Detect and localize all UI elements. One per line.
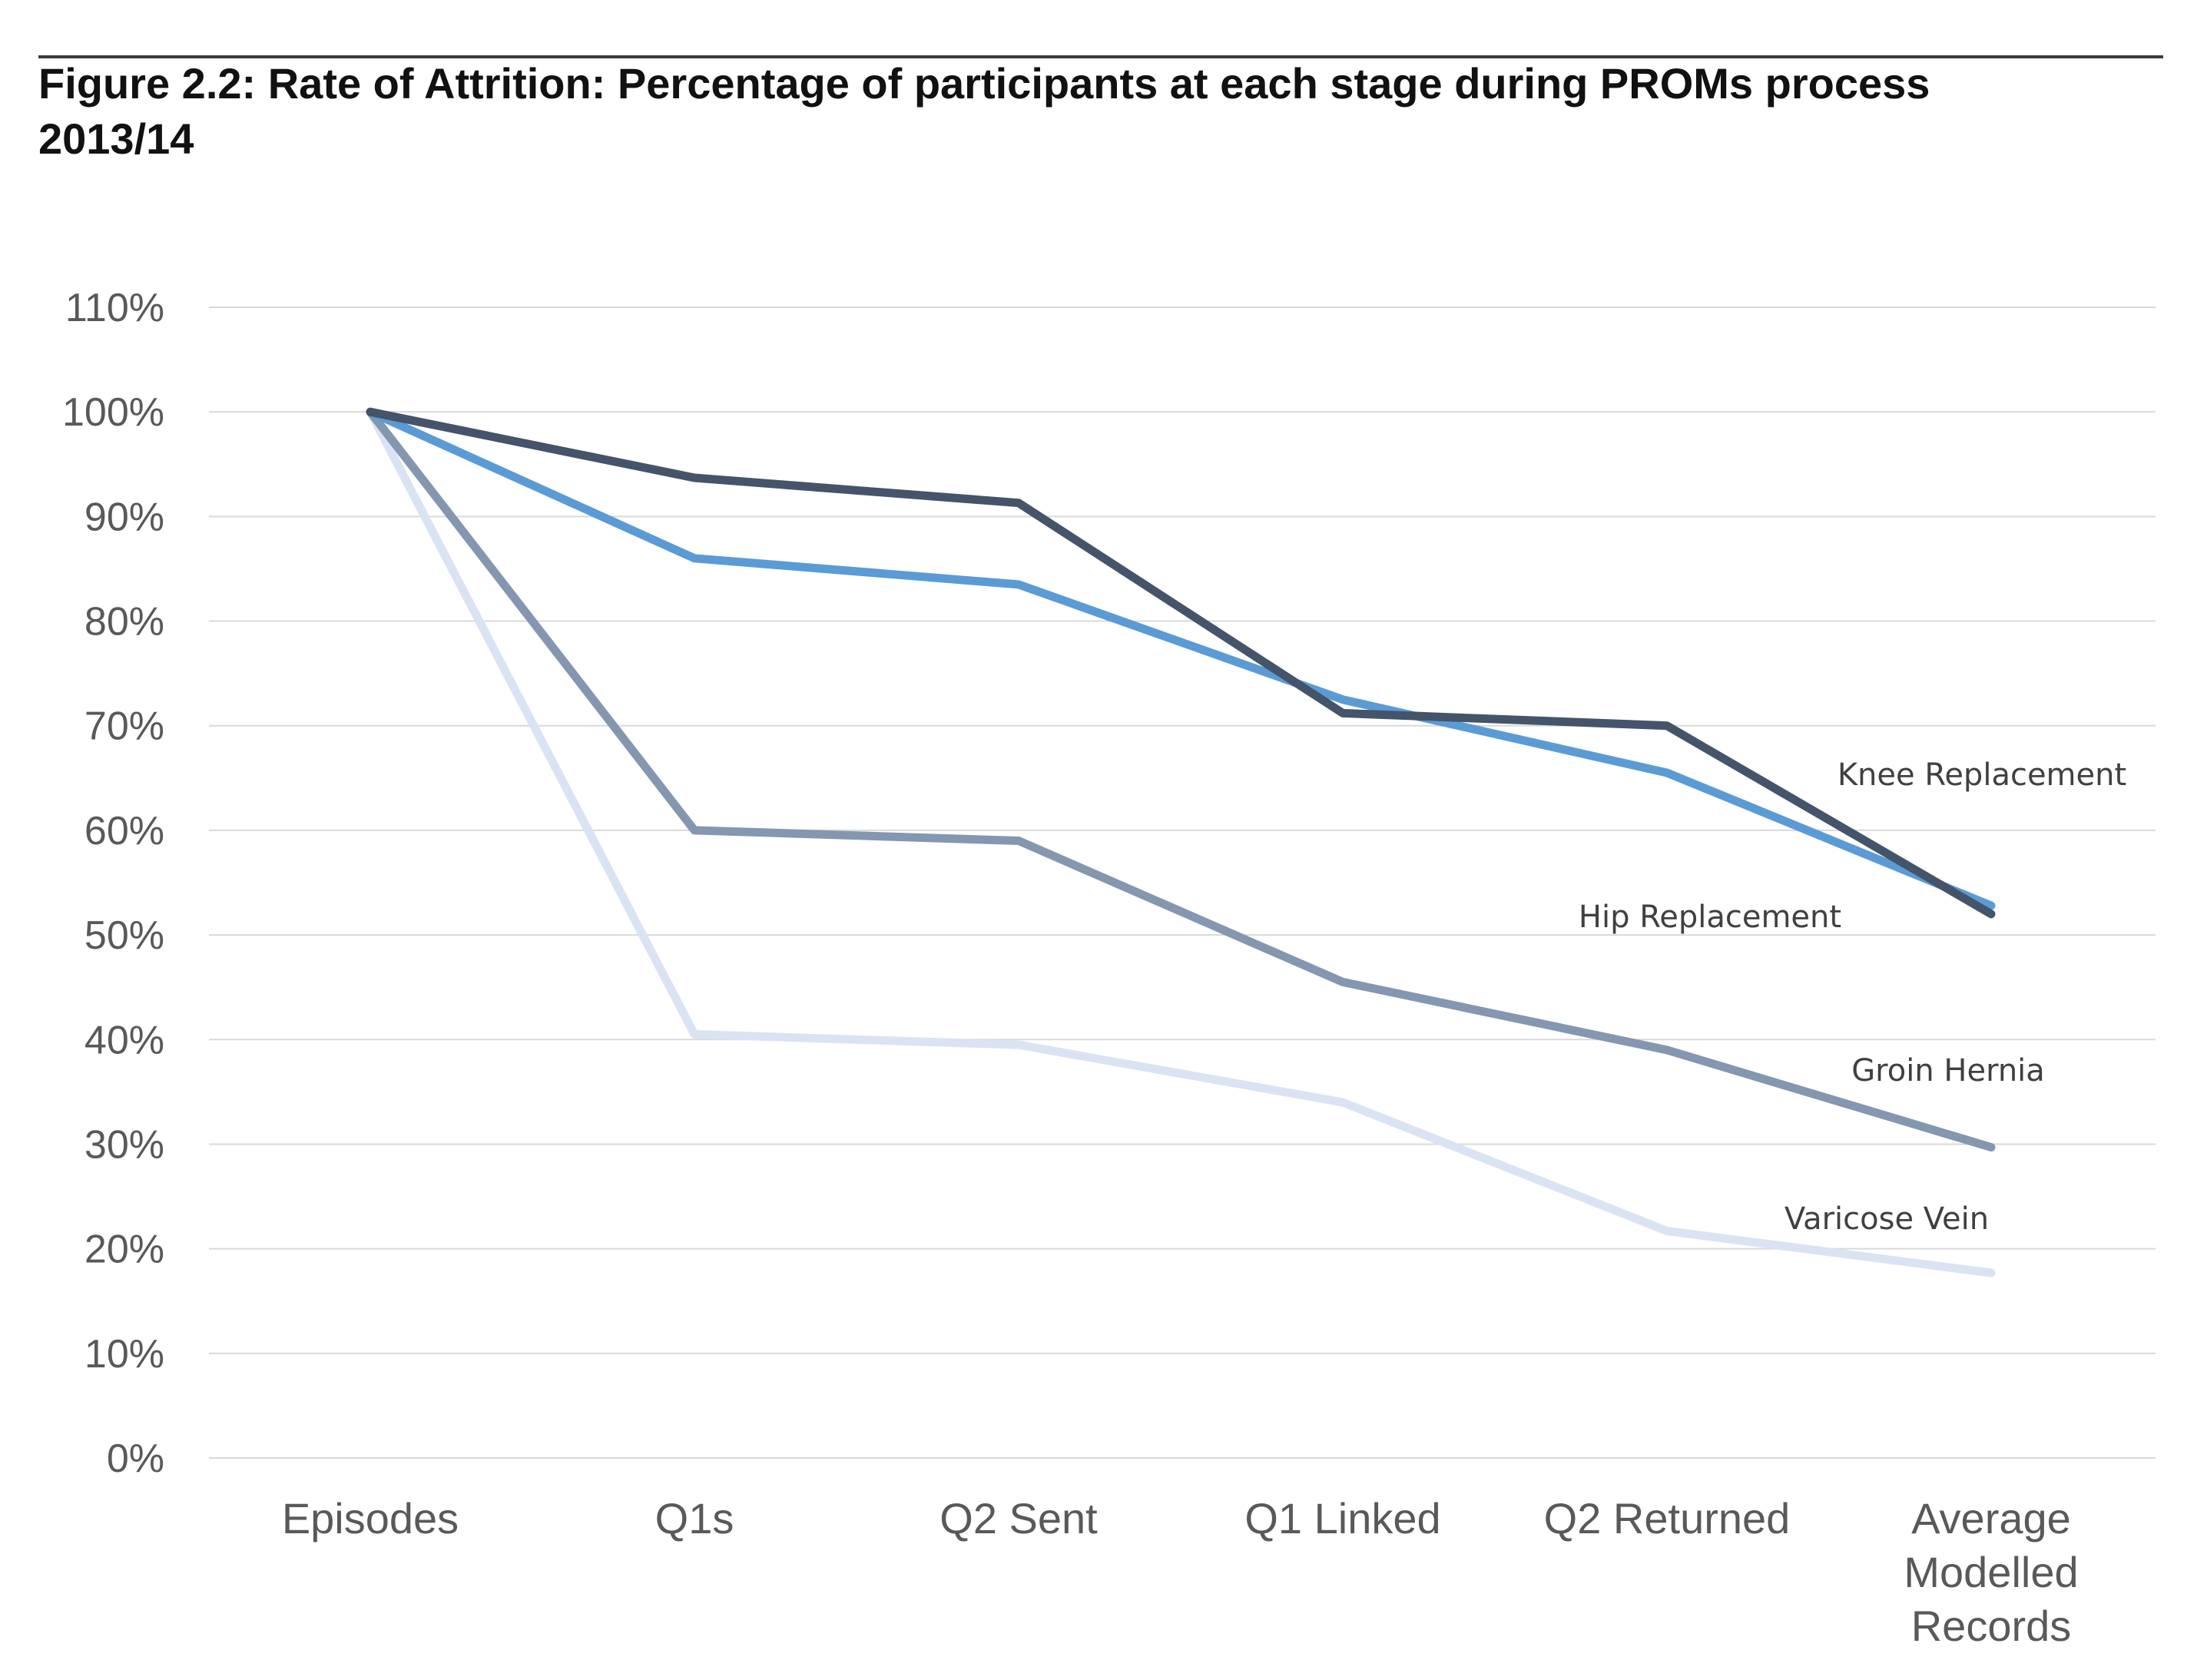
series-line-groin-hernia xyxy=(366,407,1996,1151)
series-line-knee-replacement xyxy=(366,407,1996,919)
x-category-label: Episodes xyxy=(282,1494,459,1542)
series-label-groin-hernia: Groin Hernia xyxy=(1851,1053,2045,1089)
series-label-knee-replacement: Knee Replacement xyxy=(1838,757,2126,793)
chart-title: Figure 2.2: Rate of Attrition: Percentag… xyxy=(38,59,1930,108)
series-line-hip-replacement xyxy=(366,407,1996,910)
series-lines xyxy=(366,407,1996,1277)
x-category-label: Q1s xyxy=(655,1494,734,1542)
series-line-varicose-vein xyxy=(366,407,1996,1277)
y-tick-label: 110% xyxy=(65,286,164,330)
series-label-varicose-vein: Varicose Vein xyxy=(1784,1201,1989,1237)
y-tick-label: 0% xyxy=(107,1436,164,1481)
x-category-label: Q2 Returned xyxy=(1544,1494,1791,1542)
gridlines xyxy=(209,307,2156,1459)
y-tick-label: 100% xyxy=(62,390,164,435)
chart-subtitle: 2013/14 xyxy=(38,114,194,163)
y-tick-label: 70% xyxy=(85,704,164,749)
series-label-hip-replacement: Hip Replacement xyxy=(1579,900,1841,935)
y-tick-label: 50% xyxy=(85,913,164,958)
y-tick-label: 60% xyxy=(85,809,164,853)
x-category-label: Q1 Linked xyxy=(1244,1494,1440,1542)
y-tick-label: 10% xyxy=(85,1332,164,1377)
x-category-label: Q2 Sent xyxy=(939,1494,1098,1542)
y-tick-label: 40% xyxy=(85,1018,164,1062)
series-labels: Varicose Vein Groin Hernia Hip Replacement… xyxy=(1579,757,2126,1237)
y-tick-label: 90% xyxy=(85,495,164,539)
y-tick-label: 30% xyxy=(85,1122,164,1167)
y-tick-label: 20% xyxy=(85,1228,164,1272)
x-axis-categories: Episodes Q1s Q2 Sent Q1 Linked Q2 Returned Av… xyxy=(282,1494,2079,1650)
y-axis-ticks: 0% 10% 20% 30% 40% 50% 60% 70% 80% 90% 100% 110% xyxy=(62,286,164,1481)
y-tick-label: 80% xyxy=(85,600,164,644)
x-category-label: Average Modelled Records xyxy=(1904,1494,2078,1650)
